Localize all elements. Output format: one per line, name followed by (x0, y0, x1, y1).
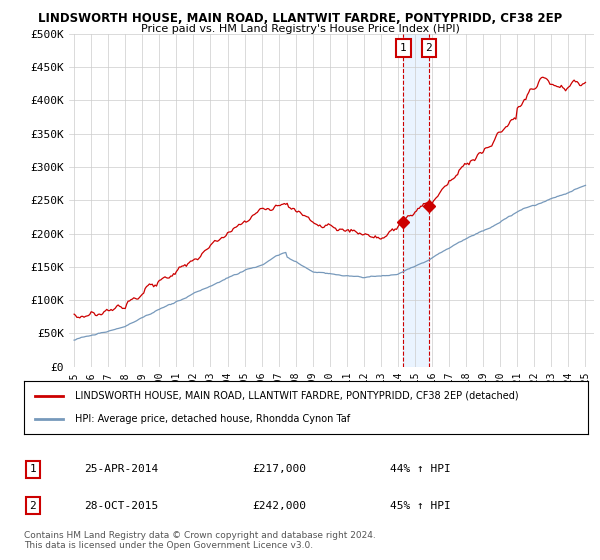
Text: 28-OCT-2015: 28-OCT-2015 (84, 501, 158, 511)
Text: 1: 1 (400, 43, 407, 53)
Text: Contains HM Land Registry data © Crown copyright and database right 2024.
This d: Contains HM Land Registry data © Crown c… (24, 531, 376, 550)
Text: LINDSWORTH HOUSE, MAIN ROAD, LLANTWIT FARDRE, PONTYPRIDD, CF38 2EP (detached): LINDSWORTH HOUSE, MAIN ROAD, LLANTWIT FA… (75, 391, 518, 401)
Text: £242,000: £242,000 (252, 501, 306, 511)
Text: 25-APR-2014: 25-APR-2014 (84, 464, 158, 474)
Text: 1: 1 (29, 464, 37, 474)
Text: 45% ↑ HPI: 45% ↑ HPI (390, 501, 451, 511)
Text: 44% ↑ HPI: 44% ↑ HPI (390, 464, 451, 474)
Text: 2: 2 (425, 43, 433, 53)
Text: £217,000: £217,000 (252, 464, 306, 474)
Text: LINDSWORTH HOUSE, MAIN ROAD, LLANTWIT FARDRE, PONTYPRIDD, CF38 2EP: LINDSWORTH HOUSE, MAIN ROAD, LLANTWIT FA… (38, 12, 562, 25)
Text: 2: 2 (29, 501, 37, 511)
Text: HPI: Average price, detached house, Rhondda Cynon Taf: HPI: Average price, detached house, Rhon… (75, 414, 350, 424)
Text: Price paid vs. HM Land Registry's House Price Index (HPI): Price paid vs. HM Land Registry's House … (140, 24, 460, 34)
Bar (403, 34, 429, 367)
